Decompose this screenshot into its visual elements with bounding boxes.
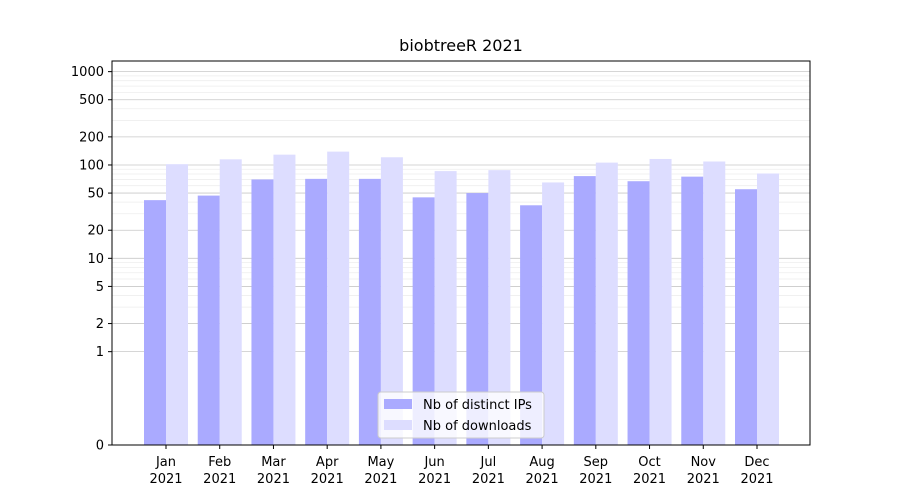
bar-downloads — [488, 170, 511, 445]
y-tick-label: 200 — [79, 130, 104, 145]
bar-distinct-ips — [735, 189, 757, 445]
bar-distinct-ips — [520, 205, 543, 445]
y-tick-label: 100 — [79, 158, 104, 173]
bar-downloads — [327, 151, 350, 445]
x-tick-label-month: Sep — [584, 455, 609, 470]
legend-swatch — [384, 420, 412, 430]
bar-downloads — [649, 158, 672, 445]
x-tick-label-year: 2021 — [526, 472, 559, 487]
y-tick-label: 50 — [87, 187, 104, 202]
y-tick-label: 500 — [79, 93, 104, 108]
x-tick-label-month: Oct — [638, 455, 660, 470]
x-tick-label-year: 2021 — [687, 472, 720, 487]
x-tick-label-month: Jan — [155, 455, 176, 470]
bar-downloads — [273, 154, 296, 446]
bar-downloads — [219, 159, 242, 445]
legend-box — [377, 391, 545, 439]
x-tick-label-month: Mar — [261, 455, 286, 470]
x-tick-label-month: Jun — [423, 455, 444, 470]
bar-downloads — [757, 173, 779, 446]
x-tick-label-year: 2021 — [203, 472, 236, 487]
bar-downloads — [595, 162, 618, 445]
x-tick-label-month: Aug — [529, 455, 554, 470]
x-tick-label-month: Jul — [480, 455, 497, 470]
x-tick-label-year: 2021 — [311, 472, 344, 487]
bar-distinct-ips — [466, 193, 489, 445]
x-tick-label-month: Apr — [316, 455, 339, 470]
y-tick-label: 1 — [96, 345, 104, 360]
x-tick-label-year: 2021 — [364, 472, 397, 487]
x-tick-label-month: May — [367, 455, 394, 470]
bar-downloads — [166, 164, 188, 445]
x-tick-label-year: 2021 — [633, 472, 666, 487]
x-tick-label-month: Dec — [744, 455, 769, 470]
y-tick-label: 1000 — [71, 65, 104, 80]
legend: Nb of distinct IPs Nb of downloads — [377, 391, 545, 439]
x-tick-label-year: 2021 — [740, 472, 773, 487]
bar-downloads — [380, 157, 403, 445]
bars — [144, 151, 779, 446]
x-tick-label-year: 2021 — [418, 472, 451, 487]
y-tick-label: 10 — [87, 252, 104, 267]
plot-frame — [111, 60, 811, 446]
axes: 0 1 2 5 10 20 50 100 200 500 1000 Jan 2021 Feb 2021 Mar… — [71, 60, 811, 487]
x-tick-label-year: 2021 — [149, 472, 182, 487]
legend-label: Nb of downloads — [423, 419, 532, 434]
bar-distinct-ips — [412, 197, 435, 445]
x-tick-label-year: 2021 — [257, 472, 290, 487]
legend-swatch — [384, 399, 412, 409]
x-tick-label-month: Nov — [691, 455, 717, 470]
y-tick-label: 20 — [87, 224, 104, 239]
bar-distinct-ips — [681, 176, 704, 445]
bar-distinct-ips — [144, 200, 166, 445]
bar-downloads — [542, 182, 565, 445]
bar-downloads — [434, 171, 457, 445]
x-tick-label-year: 2021 — [579, 472, 612, 487]
bar-distinct-ips — [627, 181, 650, 446]
bar-distinct-ips — [197, 195, 220, 445]
bar-distinct-ips — [305, 178, 328, 445]
y-tick-label: 0 — [96, 439, 104, 454]
chart-title: biobtreeR 2021 — [399, 36, 523, 55]
bar-distinct-ips — [573, 176, 596, 445]
bar-distinct-ips — [358, 178, 381, 445]
bar-downloads — [703, 161, 726, 445]
bar-distinct-ips — [251, 179, 274, 445]
x-tick-label-year: 2021 — [472, 472, 505, 487]
legend-label: Nb of distinct IPs — [423, 398, 532, 413]
y-tick-label: 2 — [96, 317, 104, 332]
x-tick-label-month: Feb — [208, 455, 231, 470]
y-tick-label: 5 — [96, 280, 104, 295]
